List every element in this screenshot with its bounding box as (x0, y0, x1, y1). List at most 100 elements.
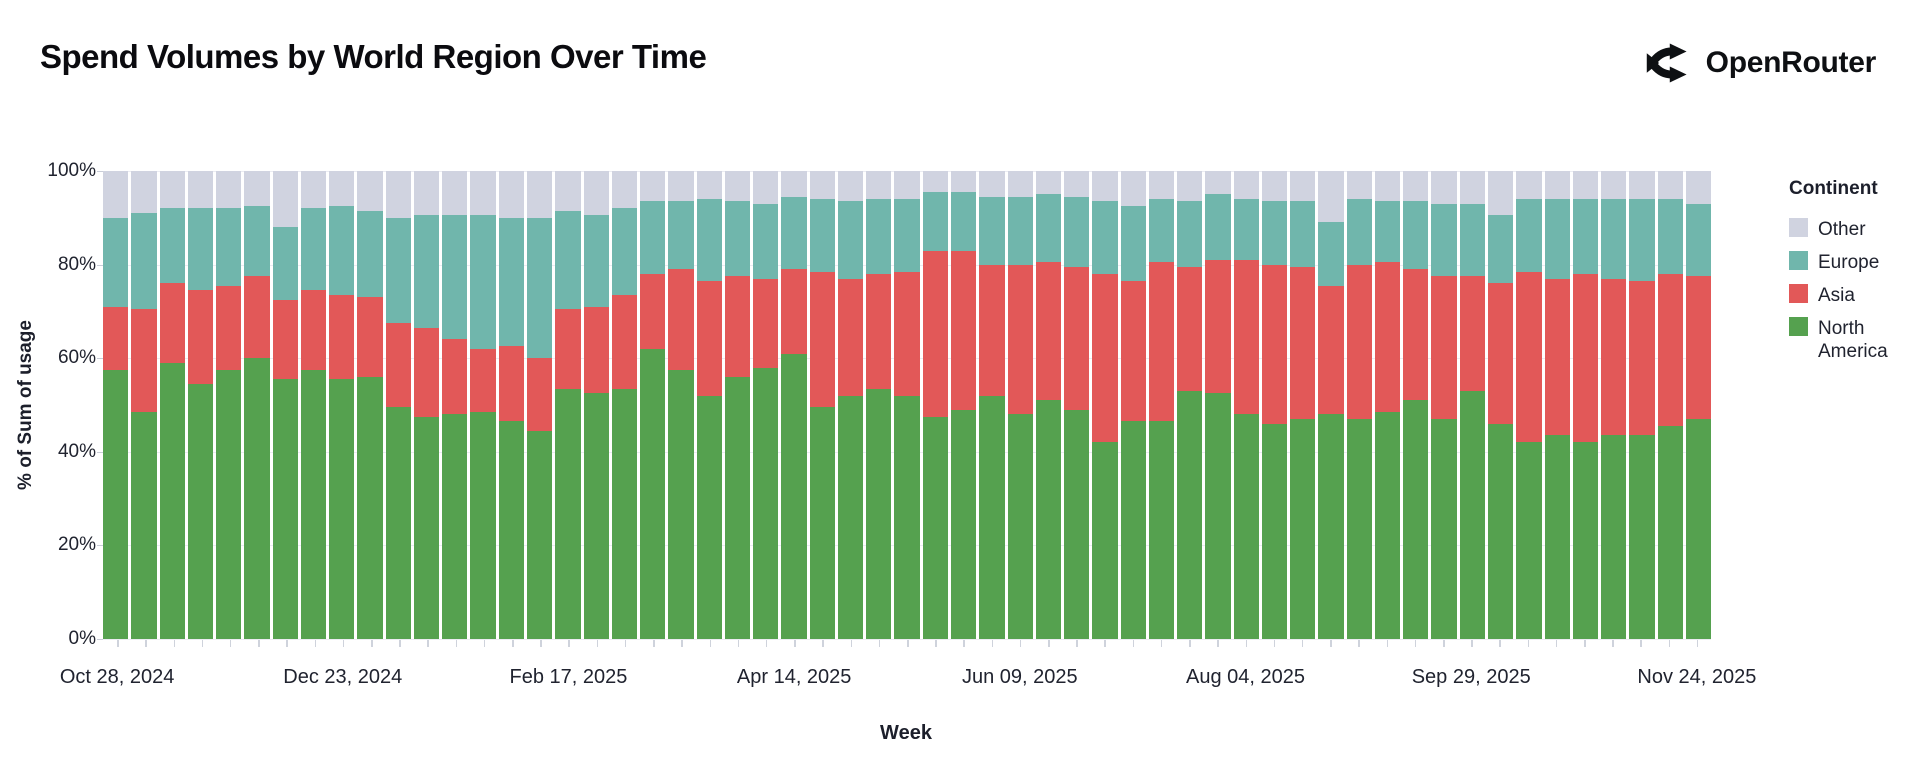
bar-segment-other[interactable] (1629, 171, 1655, 200)
bar-segment-other[interactable] (1261, 171, 1288, 202)
bar-segment-north_america[interactable] (809, 407, 835, 639)
bar-segment-north_america[interactable] (385, 407, 411, 639)
bar-segment-other[interactable] (640, 171, 666, 202)
bar-segment-north_america[interactable] (1064, 409, 1090, 639)
bar-segment-other[interactable] (696, 171, 722, 200)
bar-segment-north_america[interactable] (244, 358, 270, 639)
bar-segment-asia[interactable] (583, 306, 609, 394)
bar-segment-europe[interactable] (696, 199, 722, 281)
bar-segment-asia[interactable] (1374, 262, 1401, 412)
bar-segment-asia[interactable] (187, 290, 214, 384)
bar-segment-europe[interactable] (413, 215, 440, 328)
bar-segment-north_america[interactable] (1346, 419, 1372, 639)
bar-segment-asia[interactable] (131, 309, 157, 412)
bar-segment-asia[interactable] (753, 278, 779, 368)
legend-item-other[interactable]: Other (1789, 218, 1909, 241)
bar-segment-asia[interactable] (216, 285, 242, 370)
bar-segment-europe[interactable] (640, 201, 666, 274)
bar-segment-north_america[interactable] (555, 388, 581, 639)
bar-segment-europe[interactable] (272, 227, 298, 300)
bar-segment-asia[interactable] (1092, 273, 1118, 443)
bar-segment-north_america[interactable] (498, 421, 524, 639)
bar-segment-other[interactable] (1290, 171, 1316, 202)
bar-segment-asia[interactable] (1601, 278, 1627, 436)
bar-segment-other[interactable] (583, 171, 609, 216)
bar-segment-europe[interactable] (583, 215, 609, 307)
bar-segment-other[interactable] (922, 171, 948, 193)
bar-segment-europe[interactable] (103, 217, 129, 307)
bar-segment-europe[interactable] (1205, 194, 1231, 260)
bar-segment-europe[interactable] (1431, 203, 1457, 277)
bar-segment-north_america[interactable] (1488, 423, 1514, 639)
bar-segment-asia[interactable] (1516, 271, 1542, 443)
bar-segment-asia[interactable] (1459, 276, 1486, 391)
bar-segment-north_america[interactable] (1629, 435, 1655, 639)
bar-segment-europe[interactable] (1516, 199, 1542, 272)
bar-segment-north_america[interactable] (329, 379, 355, 639)
bar-segment-north_america[interactable] (442, 414, 468, 639)
bar-segment-europe[interactable] (1233, 199, 1259, 260)
bar-segment-other[interactable] (470, 171, 496, 216)
bar-segment-europe[interactable] (498, 217, 524, 347)
bar-segment-north_america[interactable] (1120, 421, 1146, 639)
bar-segment-asia[interactable] (159, 283, 185, 363)
bar-segment-north_america[interactable] (1544, 435, 1570, 639)
bar-segment-north_america[interactable] (1459, 390, 1486, 639)
bar-segment-north_america[interactable] (1318, 414, 1344, 639)
bar-segment-north_america[interactable] (894, 395, 920, 639)
bar-segment-north_america[interactable] (1205, 393, 1231, 639)
bar-segment-north_america[interactable] (103, 369, 129, 639)
bar-segment-north_america[interactable] (979, 395, 1005, 639)
bar-segment-europe[interactable] (1120, 206, 1146, 281)
bar-segment-asia[interactable] (1544, 278, 1570, 436)
bar-segment-north_america[interactable] (640, 348, 666, 639)
bar-segment-europe[interactable] (385, 217, 411, 324)
bar-segment-asia[interactable] (329, 295, 355, 380)
bar-segment-other[interactable] (442, 171, 468, 216)
bar-segment-asia[interactable] (1177, 266, 1203, 391)
bar-segment-europe[interactable] (979, 196, 1005, 265)
bar-segment-asia[interactable] (781, 269, 807, 354)
bar-segment-europe[interactable] (526, 217, 553, 359)
bar-segment-other[interactable] (1177, 171, 1203, 202)
bar-segment-europe[interactable] (809, 199, 835, 272)
bar-segment-asia[interactable] (300, 290, 327, 370)
bar-segment-europe[interactable] (131, 213, 157, 310)
bar-segment-other[interactable] (1516, 171, 1542, 200)
bar-segment-europe[interactable] (1685, 203, 1712, 277)
bar-segment-asia[interactable] (1657, 273, 1683, 427)
bar-segment-north_america[interactable] (357, 376, 383, 639)
bar-segment-europe[interactable] (1403, 201, 1429, 270)
bar-segment-other[interactable] (1403, 171, 1429, 202)
bar-segment-north_america[interactable] (1601, 435, 1627, 639)
bar-segment-north_america[interactable] (1092, 442, 1118, 639)
bar-segment-north_america[interactable] (1007, 414, 1033, 639)
bar-segment-other[interactable] (837, 171, 864, 202)
bar-segment-asia[interactable] (1007, 264, 1033, 415)
bar-segment-north_america[interactable] (837, 395, 864, 639)
bar-segment-asia[interactable] (357, 297, 383, 377)
bar-segment-asia[interactable] (1233, 259, 1259, 415)
bar-segment-north_america[interactable] (470, 412, 496, 639)
bar-segment-north_america[interactable] (1035, 400, 1062, 639)
bar-segment-other[interactable] (1035, 171, 1062, 195)
bar-segment-north_america[interactable] (1572, 442, 1599, 639)
bar-segment-other[interactable] (1120, 171, 1146, 207)
bar-segment-other[interactable] (1346, 171, 1372, 200)
bar-segment-europe[interactable] (753, 203, 779, 279)
bar-segment-asia[interactable] (837, 278, 864, 396)
bar-segment-europe[interactable] (1572, 199, 1599, 274)
bar-segment-europe[interactable] (357, 210, 383, 298)
bar-segment-europe[interactable] (866, 199, 892, 274)
bar-segment-asia[interactable] (413, 327, 440, 417)
bar-segment-north_america[interactable] (413, 416, 440, 639)
legend-item-north-america[interactable]: North America (1789, 317, 1909, 363)
bar-segment-other[interactable] (300, 171, 327, 209)
bar-segment-asia[interactable] (1205, 259, 1231, 394)
bar-segment-asia[interactable] (1346, 264, 1372, 420)
bar-segment-other[interactable] (1544, 171, 1570, 200)
bar-segment-other[interactable] (385, 171, 411, 218)
bar-segment-other[interactable] (1431, 171, 1457, 204)
bar-segment-other[interactable] (781, 171, 807, 197)
bar-segment-other[interactable] (498, 171, 524, 218)
